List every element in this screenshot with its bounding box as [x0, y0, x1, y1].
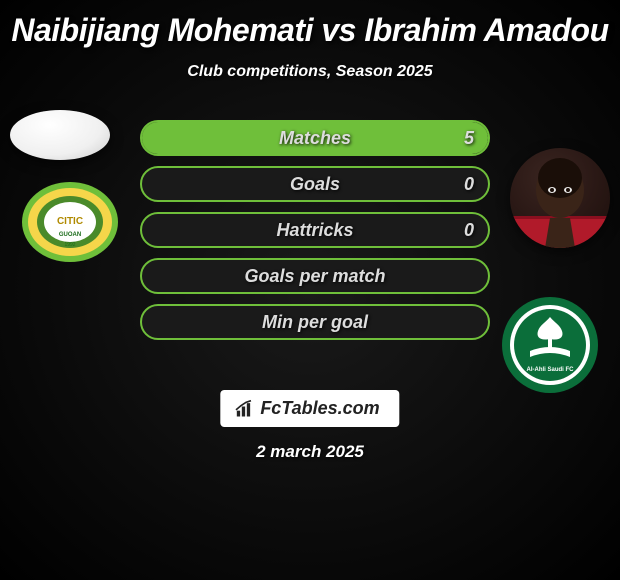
svg-text:1992: 1992 [64, 242, 75, 248]
svg-text:GUOAN: GUOAN [59, 232, 81, 238]
svg-text:Al-Ahli Saudi FC: Al-Ahli Saudi FC [527, 367, 575, 373]
alahli-crest-icon: Al-Ahli Saudi FC [500, 295, 600, 395]
svg-text:CITIC: CITIC [57, 216, 83, 227]
stat-value-right: 0 [464, 214, 474, 246]
player-photo-icon [510, 148, 610, 248]
stat-value-right: 5 [464, 122, 474, 154]
left-club-crest: CITIC GUOAN 1992 [20, 180, 120, 265]
stat-row-min-per-goal: Min per goal [140, 304, 490, 340]
stat-label: Matches [142, 122, 488, 154]
stat-label: Min per goal [142, 306, 488, 338]
stat-row-goals: Goals 0 [140, 166, 490, 202]
right-club-crest: Al-Ahli Saudi FC [500, 295, 600, 395]
stat-label: Goals [142, 168, 488, 200]
stat-value-right: 0 [464, 168, 474, 200]
stat-label: Goals per match [142, 260, 488, 292]
bar-chart-icon [234, 399, 254, 419]
right-player-avatar [510, 148, 610, 248]
comparison-date: 2 march 2025 [0, 442, 620, 462]
stat-row-matches: Matches 5 [140, 120, 490, 156]
fctables-watermark: FcTables.com [220, 390, 399, 427]
stat-label: Hattricks [142, 214, 488, 246]
stat-row-hattricks: Hattricks 0 [140, 212, 490, 248]
stats-container: Matches 5 Goals 0 Hattricks 0 Goals per … [140, 120, 490, 350]
left-player-avatar [10, 110, 110, 160]
page-subtitle: Club competitions, Season 2025 [0, 63, 620, 81]
guoan-crest-icon: CITIC GUOAN 1992 [20, 180, 120, 265]
stat-row-goals-per-match: Goals per match [140, 258, 490, 294]
page-title: Naibijiang Mohemati vs Ibrahim Amadou [0, 0, 620, 49]
watermark-text: FcTables.com [260, 398, 379, 419]
